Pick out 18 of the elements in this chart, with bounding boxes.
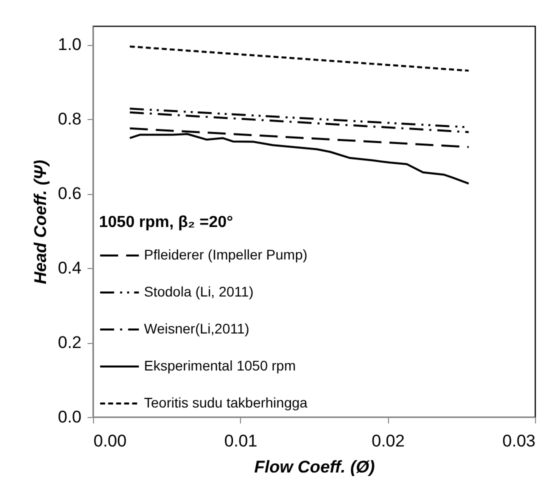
y-tick-label: 0.8 — [58, 110, 82, 129]
legend-title: 1050 rpm, β₂ =20° — [99, 214, 234, 231]
y-tick-label: 0.4 — [58, 258, 82, 278]
y-tick-label: 1.0 — [58, 35, 82, 54]
x-tick-label: 0.03 — [502, 432, 536, 450]
legend-label: Stodola (Li, 2011) — [144, 284, 254, 300]
legend-label: Teoritis sudu takberhingga — [144, 394, 308, 410]
y-tick-label: 0.6 — [58, 184, 82, 204]
legend-label: Eksperimental 1050 rpm — [144, 358, 296, 374]
y-tick-label: 0.2 — [58, 333, 82, 352]
legend-label: Pfleiderer (Impeller Pump) — [144, 246, 308, 262]
x-tick-label: 0.02 — [372, 432, 405, 450]
x-tick-label: 0.00 — [94, 432, 127, 450]
x-axis-title: Flow Coeff. (Ø) — [254, 458, 376, 476]
y-tick-label: 0.0 — [58, 408, 82, 426]
legend-label: Weisner(Li,2011) — [144, 320, 250, 336]
y-axis-title: Head Coeff. (Ψ) — [30, 160, 50, 284]
x-tick-label: 0.01 — [224, 432, 258, 450]
